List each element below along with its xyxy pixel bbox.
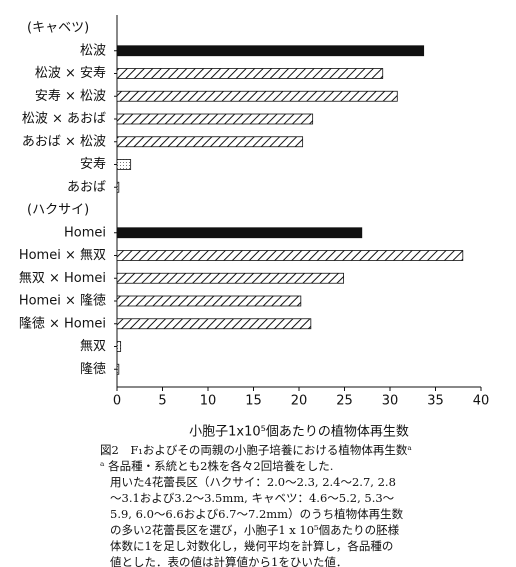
bar xyxy=(116,68,384,79)
x-axis-label: 小胞子1x10⁵個あたりの植物体再生数 xyxy=(189,425,409,440)
y-tick-label: 松波 × あおば xyxy=(22,112,106,127)
bar xyxy=(116,45,425,57)
y-tick-label: 松波 xyxy=(80,43,106,58)
caption-line: 図2 F₁およびその両親の小胞子培養における植物体再生数ᵃ xyxy=(100,443,412,457)
bar xyxy=(116,363,120,375)
x-tick-label: 25 xyxy=(336,394,353,409)
y-tick-label: 隆徳 × Homei xyxy=(19,316,106,331)
x-tick-label: 10 xyxy=(200,394,217,409)
y-tick-label: 安寿 xyxy=(80,157,106,172)
y-tick-label: 無双 × Homei xyxy=(19,271,106,286)
y-tick-label: 隆徳 xyxy=(80,362,106,377)
bar xyxy=(116,227,363,239)
y-tick-label: 安寿 × 松波 xyxy=(35,89,106,104)
x-tick-label: 0 xyxy=(113,394,121,409)
group-label: (キャベツ) xyxy=(27,21,89,36)
bar xyxy=(116,113,314,125)
y-tick-label: あおば xyxy=(67,180,106,195)
y-tick-label: 松波 × 安寿 xyxy=(35,66,106,81)
bar xyxy=(116,136,304,148)
x-tick-label: 40 xyxy=(473,394,490,409)
caption-line: ～3.1および3.2～3.5mm, キャベツ：4.6～5.2, 5.3～ xyxy=(110,491,395,505)
caption-line: 値とした．表の値は計算値から1をひいた値． xyxy=(110,555,347,567)
y-tick-label: あおば × 松波 xyxy=(22,134,106,149)
caption-line: 5.9, 6.0～6.6および6.7～7.2mm）のうち植物体再生数 xyxy=(110,507,404,521)
group-label: (ハクサイ) xyxy=(27,203,89,218)
x-tick-label: 30 xyxy=(382,394,399,409)
x-tick-label: 15 xyxy=(245,394,262,409)
caption-line: 用いた4花蕾長区（ハクサイ：2.0～2.3, 2.4～2.7, 2.8 xyxy=(110,475,396,489)
bar xyxy=(116,250,464,261)
bar xyxy=(116,159,132,170)
caption-line: の多い2花蕾長区を選び，小胞子1 x 10⁵個あたりの胚様 xyxy=(110,523,400,537)
caption-line: ᵃ 各品種・系統とも2株を各々2回培養をした. xyxy=(100,459,333,473)
bar xyxy=(116,341,122,352)
y-tick-label: Homei × 隆徳 xyxy=(19,294,106,309)
x-tick-label: 5 xyxy=(158,394,166,409)
bar xyxy=(116,181,120,193)
y-tick-label: Homei × 無双 xyxy=(19,248,106,263)
y-tick-label: Homei xyxy=(64,225,106,240)
x-tick-label: 20 xyxy=(291,394,308,409)
bar xyxy=(116,295,302,307)
x-tick-label: 35 xyxy=(427,394,444,409)
bar xyxy=(116,90,398,102)
bar xyxy=(116,272,344,284)
y-tick-label: 無双 xyxy=(80,339,106,354)
caption-line: 体数に1を足し対数化し，幾何平均を計算し，各品種の xyxy=(110,539,393,553)
bar xyxy=(116,318,312,330)
